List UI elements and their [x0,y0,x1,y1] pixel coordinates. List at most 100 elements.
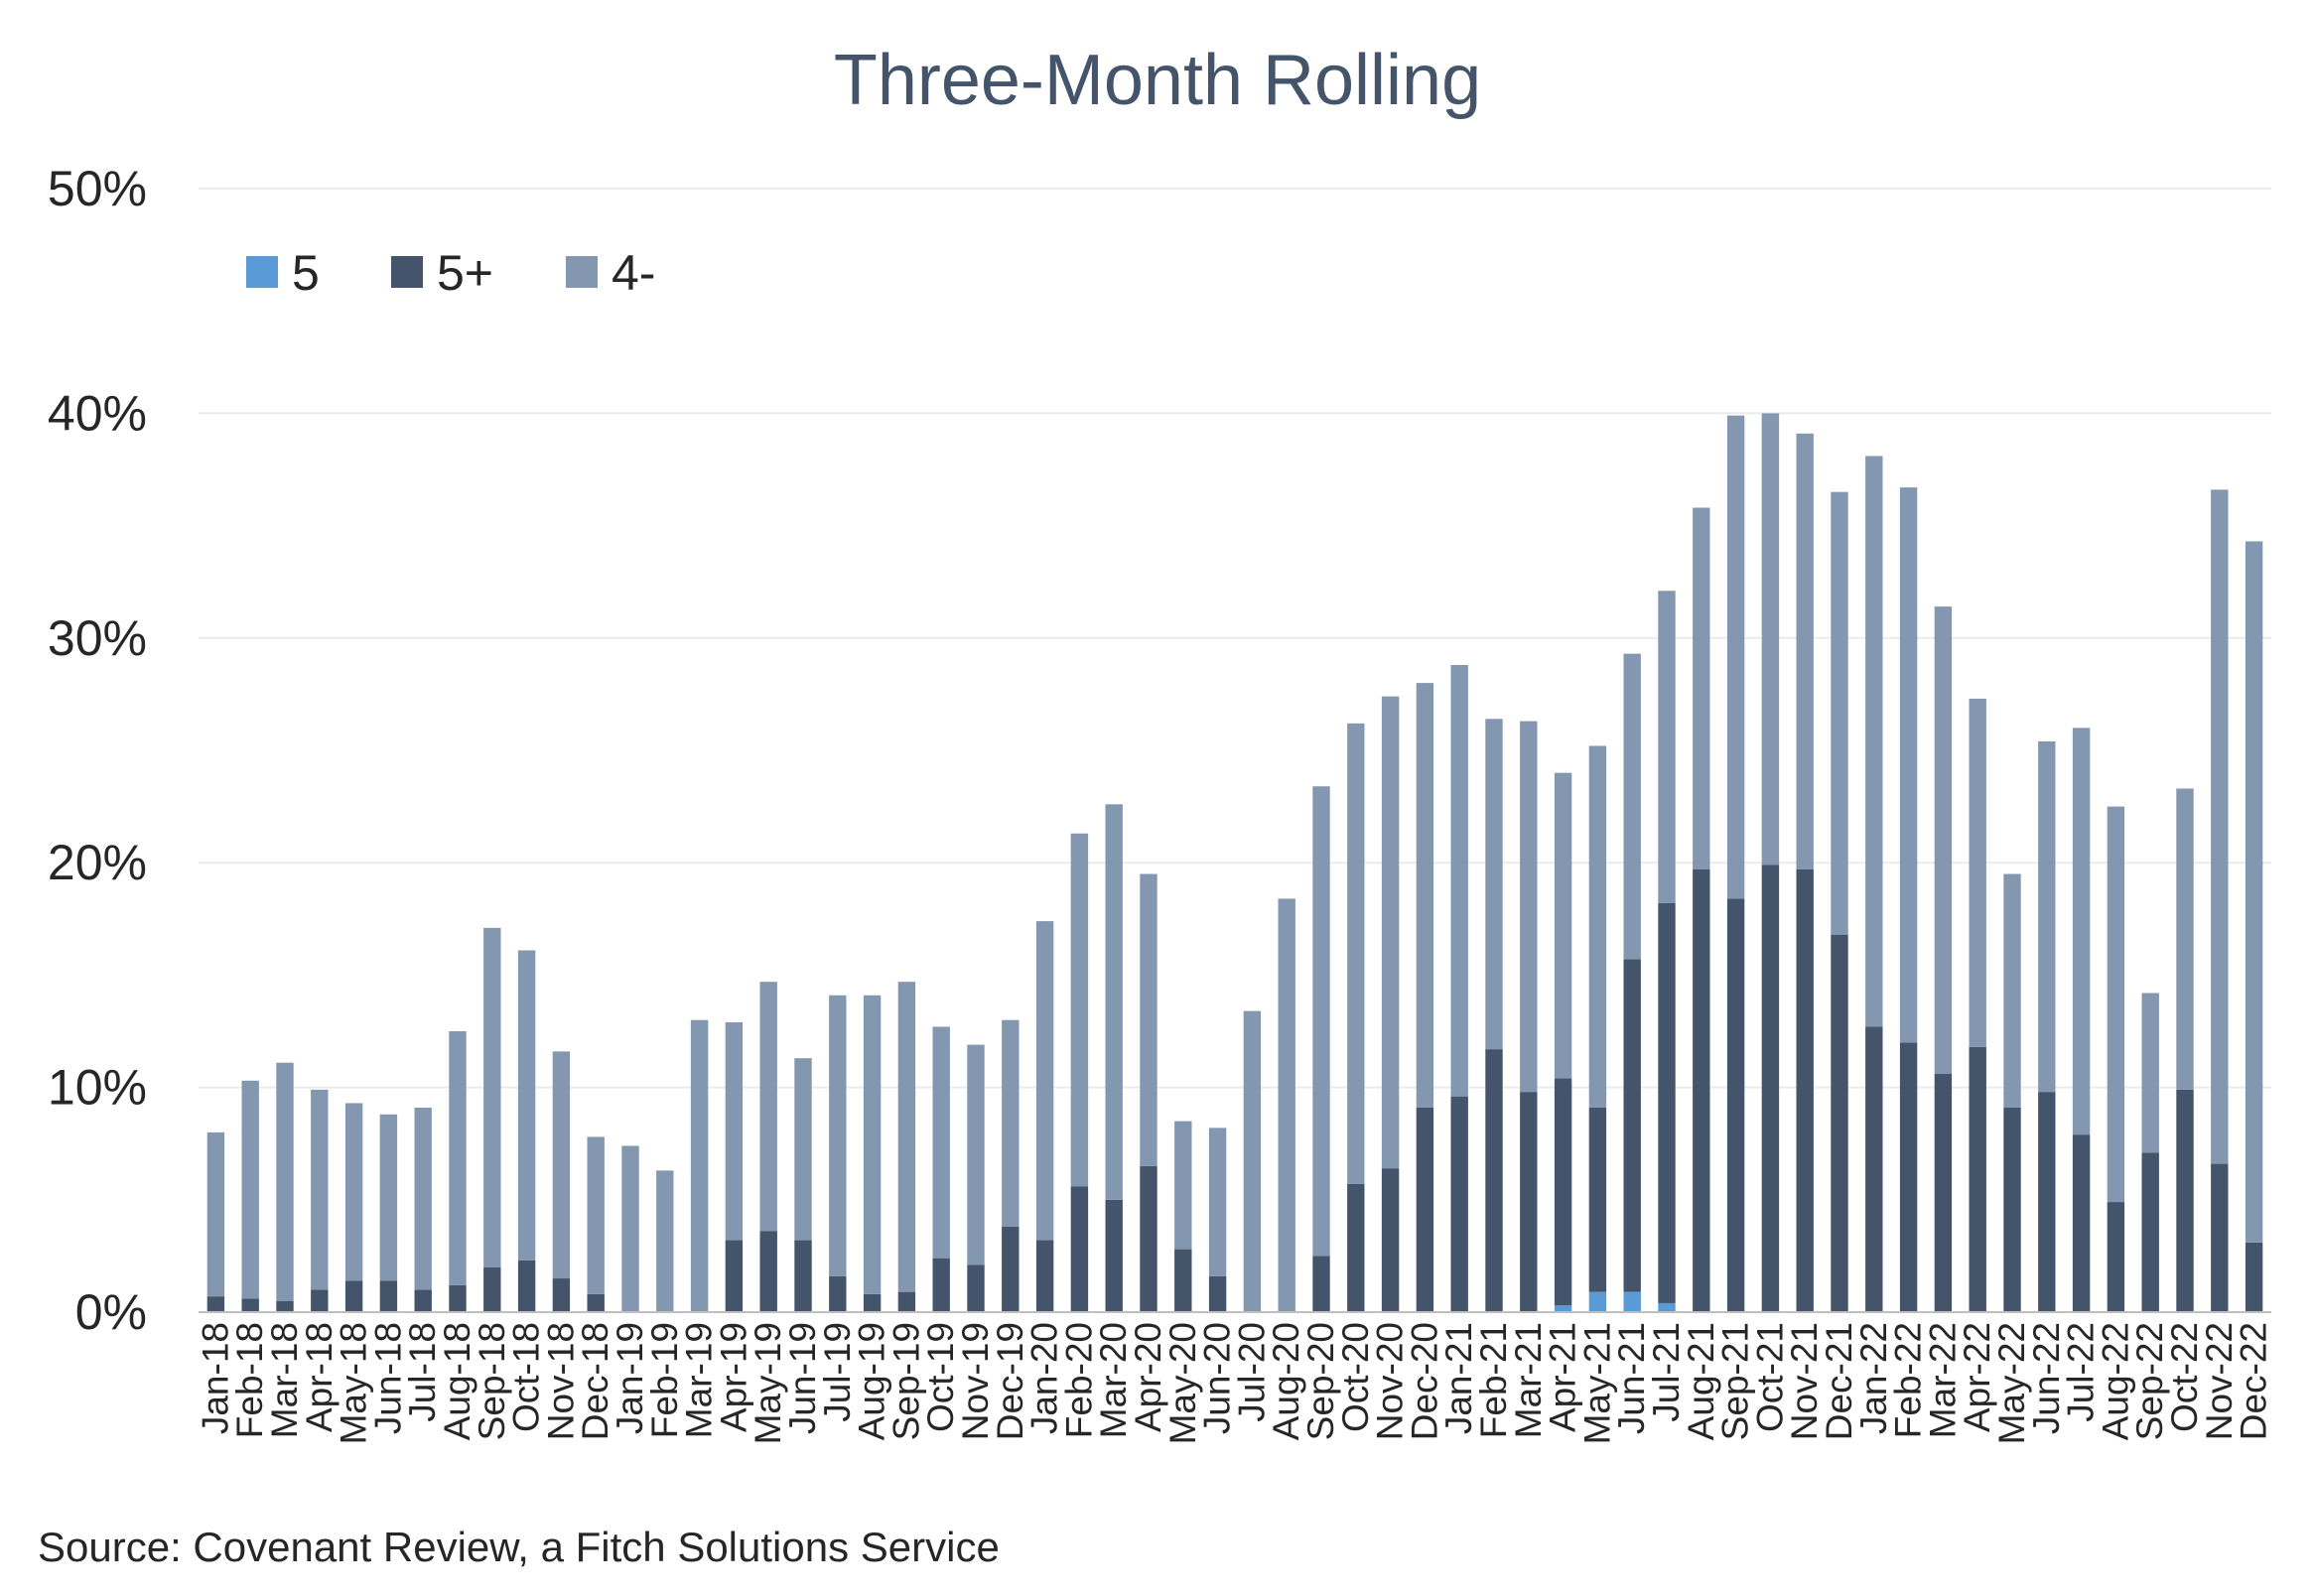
legend-label-5: 5 [292,245,320,301]
legend-label-4-: 4- [612,245,655,301]
bar-segment-5+ [379,1280,398,1312]
x-tick-label: Feb-18 [229,1322,270,1438]
bar-segment-5+ [2176,1089,2194,1312]
bar-segment-4- [829,995,847,1276]
y-tick-label: 40% [48,385,147,441]
bar-segment-4- [1831,491,1848,935]
legend-label-5+: 5+ [437,245,493,301]
bar-segment-4- [725,1021,744,1241]
y-tick-label: 10% [48,1060,147,1116]
x-tick-label: Mar-21 [1508,1322,1549,1438]
x-tick-label: Sep-19 [885,1322,926,1440]
bar-segment-5+ [206,1296,225,1312]
bar-segment-4- [1623,653,1641,960]
x-tick-label: Sep-21 [1715,1322,1756,1440]
x-tick-label: Feb-19 [644,1322,685,1438]
bar-segment-5+ [1312,1256,1330,1312]
bar-segment-5+ [1899,1042,1918,1312]
bar-segment-5+ [1761,864,1780,1312]
bar-segment-5+ [1105,1199,1123,1312]
x-tick-label: May-18 [334,1322,374,1444]
bar-segment-5+ [1554,1078,1572,1306]
bar-segment-4- [276,1062,294,1301]
bar-segment-5+ [1416,1107,1434,1312]
bar-segment-5+ [1070,1186,1089,1312]
x-tick-label: Sep-18 [472,1322,512,1440]
x-tick-label: Nov-18 [540,1322,581,1440]
bar-segment-5+ [1002,1226,1020,1312]
y-axis-ticks: 0% 10% 20% 30% 40% 50% [48,161,147,1340]
bar-segment-4- [483,927,501,1267]
legend-swatch-5 [246,256,278,288]
x-tick-label: May-20 [1162,1322,1203,1444]
bar-segment-5+ [1623,959,1641,1292]
x-tick-label: Jul-19 [817,1322,858,1422]
bar-segment-5 [1623,1291,1641,1312]
bar-segment-5+ [1347,1183,1365,1312]
bar-segment-5+ [552,1278,571,1312]
source-note: Source: Covenant Review, a Fitch Solutio… [38,1524,1000,1570]
bar-segment-4- [690,1019,709,1312]
bar-segment-5 [1658,1302,1676,1312]
bar-segment-4- [552,1051,571,1279]
bar-segment-4- [967,1044,985,1265]
x-tick-label: Jul-18 [402,1322,443,1422]
bar-segment-4- [794,1058,812,1241]
legend: 5 5+ 4- [246,245,655,301]
bar-segment-5+ [1969,1046,1986,1312]
bar-segment-5+ [587,1293,605,1312]
x-tick-label: Aug-18 [437,1322,477,1440]
x-tick-label: Dec-20 [1404,1322,1444,1440]
bar-segment-5+ [1934,1074,1953,1312]
bar-segment-4- [344,1103,363,1281]
x-tick-label: Sep-22 [2129,1322,2170,1440]
x-tick-label: Dec-18 [575,1322,615,1440]
bar-segment-4- [517,950,536,1261]
bar-segment-4- [1865,456,1883,1027]
bar-segment-5+ [1140,1165,1158,1312]
bar-segment-4- [311,1089,329,1290]
bar-segment-4- [1485,719,1503,1050]
x-tick-label: Dec-22 [2234,1322,2274,1440]
x-tick-label: Jan-19 [610,1322,650,1434]
bar-segment-5+ [276,1300,294,1312]
x-tick-label: Feb-22 [1888,1322,1929,1438]
x-tick-label: Apr-20 [1128,1322,1168,1432]
bar-segment-5+ [2072,1134,2091,1312]
bar-segment-4- [1934,606,1953,1075]
bar-segment-4- [1312,786,1330,1257]
bar-segment-4- [2211,489,2229,1164]
x-tick-label: Oct-19 [920,1322,961,1432]
bar-segment-4- [1002,1019,1020,1227]
x-tick-label: May-19 [748,1322,788,1444]
x-tick-label: Feb-21 [1473,1322,1514,1438]
x-tick-label: Oct-21 [1749,1322,1790,1432]
x-tick-label: Apr-18 [299,1322,340,1432]
bar-segment-4- [1278,898,1295,1312]
bar-segment-4- [1208,1128,1227,1276]
bar-segment-5+ [344,1280,363,1312]
bar-segment-4- [587,1136,605,1294]
x-tick-label: Jan-21 [1438,1322,1479,1434]
bar-segment-5+ [449,1284,467,1312]
x-tick-label: Aug-20 [1266,1322,1306,1440]
y-tick-label: 50% [48,161,147,216]
bars [206,413,2263,1312]
bar-segment-4- [897,982,916,1292]
bar-segment-5+ [2003,1107,2021,1312]
bar-segment-4- [1658,591,1676,903]
bar-segment-5+ [1726,898,1745,1312]
bar-segment-5+ [1208,1275,1227,1312]
x-tick-label: Aug-22 [2095,1322,2135,1440]
bar-segment-4- [2107,806,2125,1203]
x-tick-label: Oct-18 [506,1322,547,1432]
x-tick-label: May-21 [1576,1322,1617,1444]
bar-segment-5+ [932,1258,950,1312]
bar-segment-5+ [414,1289,432,1312]
bar-segment-5+ [1693,868,1710,1312]
bar-segment-5+ [897,1291,916,1312]
bar-segment-5+ [517,1260,536,1312]
x-tick-label: May-22 [1991,1322,2032,1444]
x-tick-label: Jan-18 [195,1322,235,1434]
bar-segment-4- [1450,664,1468,1097]
